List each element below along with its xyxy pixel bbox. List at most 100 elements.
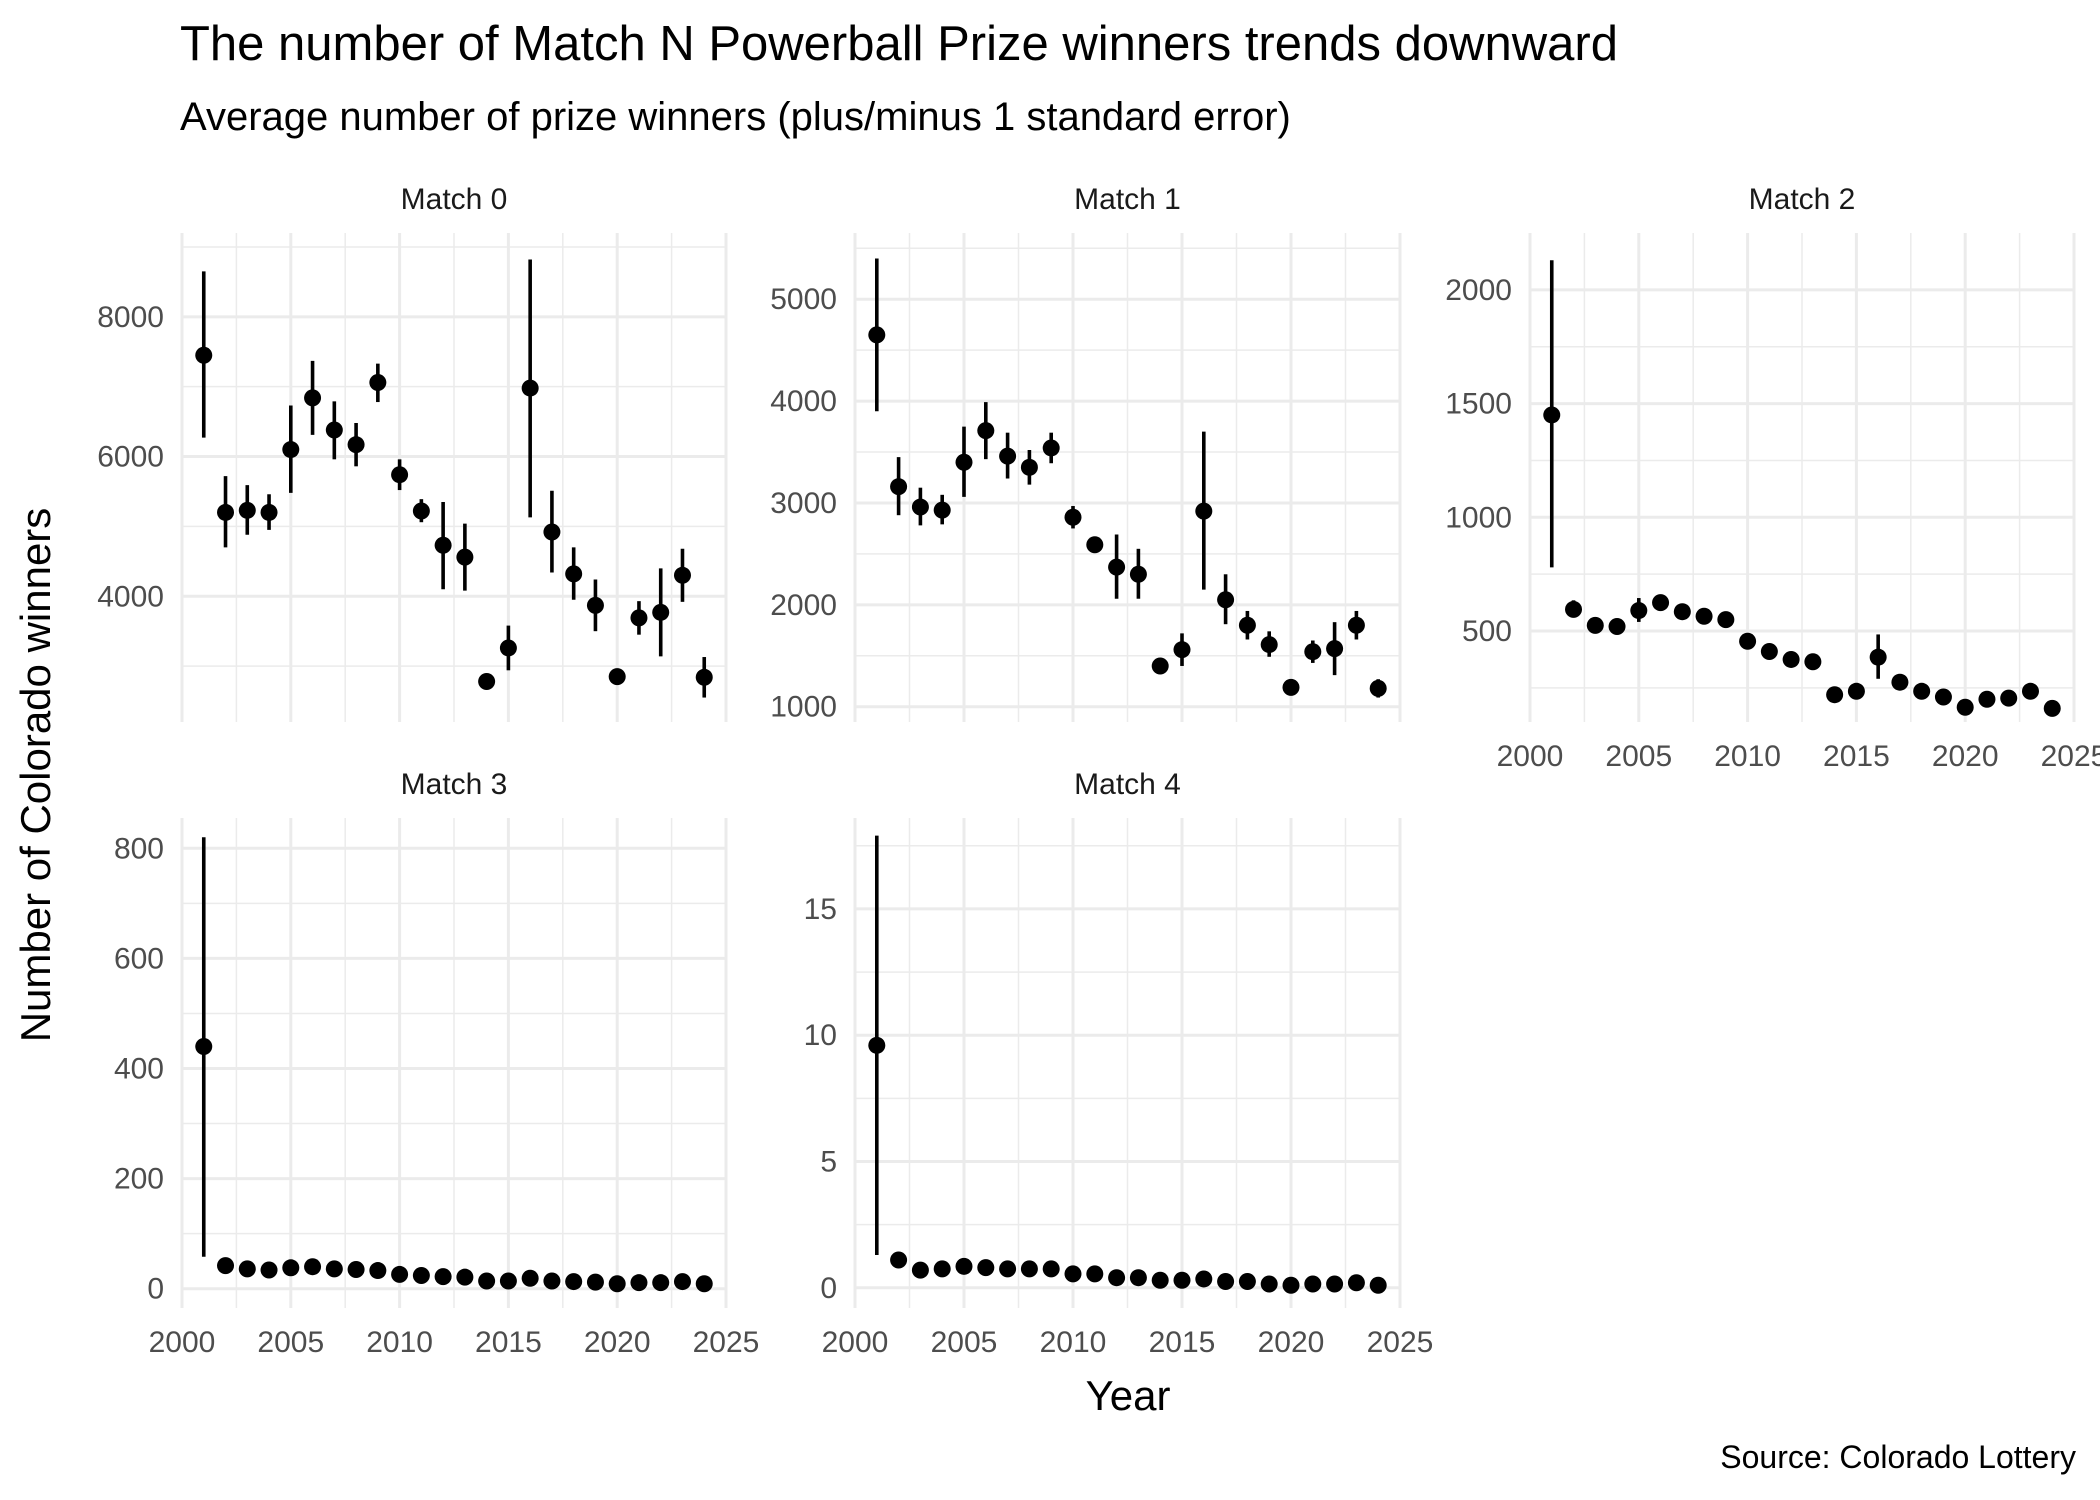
data-point — [1369, 679, 1387, 697]
data-point — [304, 1258, 322, 1276]
data-point — [391, 1265, 409, 1283]
y-tick-label: 1000 — [770, 691, 837, 724]
data-point — [543, 1272, 561, 1290]
data-point — [1195, 502, 1213, 520]
data-point — [1717, 611, 1735, 629]
data-point — [1891, 673, 1909, 691]
facet-label-match-3: Match 3 — [401, 768, 508, 801]
data-point — [1956, 698, 1974, 716]
data-point — [1978, 690, 1996, 708]
data-point — [652, 1274, 670, 1292]
data-point — [1260, 636, 1278, 654]
data-point — [325, 1260, 343, 1278]
data-point — [1608, 617, 1626, 635]
data-point — [652, 603, 670, 621]
data-point — [999, 1260, 1017, 1278]
data-point — [586, 596, 604, 614]
data-point — [1086, 536, 1104, 554]
x-tick-label: 2010 — [366, 1326, 433, 1359]
facet-label-match-4: Match 4 — [1074, 768, 1181, 801]
x-tick-label: 2000 — [149, 1326, 216, 1359]
y-tick-label: 1500 — [1445, 388, 1512, 421]
y-tick-label: 6000 — [97, 441, 164, 474]
data-point — [434, 1268, 452, 1286]
data-point — [2043, 699, 2061, 717]
data-point — [1129, 565, 1147, 583]
y-tick-label: 10 — [804, 1019, 837, 1052]
data-point — [890, 1251, 908, 1269]
data-point — [1847, 682, 1865, 700]
x-tick-label: 2020 — [584, 1326, 651, 1359]
panel-match-0: Match 0 4000 6000 8000 — [97, 183, 728, 722]
x-tick-label: 2010 — [1040, 1326, 1107, 1359]
x-tick-label: 2025 — [2041, 740, 2100, 773]
y-tick-label: 4000 — [97, 580, 164, 613]
chart-subtitle: Average number of prize winners (plus/mi… — [180, 95, 1291, 139]
panel-match-4: Match 4 2000 2005 2010 2015 2020 2025 0 5 10 15 — [804, 768, 1434, 1359]
data-point — [369, 1262, 387, 1280]
data-point — [2021, 682, 2039, 700]
data-point — [304, 389, 322, 407]
y-tick-label: 5 — [820, 1146, 837, 1179]
data-point — [695, 668, 713, 686]
x-tick-label: 2005 — [931, 1326, 998, 1359]
data-point — [1304, 1275, 1322, 1293]
data-point — [1913, 682, 1931, 700]
y-tick-label: 800 — [114, 832, 164, 865]
data-point — [456, 1268, 474, 1286]
facet-label-match-1: Match 1 — [1074, 183, 1181, 216]
data-point — [1042, 439, 1060, 457]
data-point — [608, 668, 626, 686]
data-point — [238, 501, 256, 519]
data-point — [630, 609, 648, 627]
y-tick-label: 600 — [114, 942, 164, 975]
data-point — [1151, 1271, 1169, 1289]
data-point — [1586, 616, 1604, 634]
x-tick-label: 2010 — [1714, 740, 1781, 773]
data-point — [1173, 1271, 1191, 1289]
data-point — [369, 373, 387, 391]
x-tick-label: 2000 — [822, 1326, 889, 1359]
data-point — [1760, 642, 1778, 660]
data-point — [1108, 1269, 1126, 1287]
y-tick-label: 1000 — [1445, 501, 1512, 534]
data-point — [217, 1257, 235, 1275]
x-axis-title: Year — [1086, 1372, 1171, 1419]
data-point — [2000, 689, 2018, 707]
data-point — [1238, 1272, 1256, 1290]
data-point — [325, 421, 343, 439]
x-tick-label: 2020 — [1258, 1326, 1325, 1359]
data-point — [1869, 648, 1887, 666]
data-point — [217, 503, 235, 521]
panel-match-2: Match 2 2000 2005 2010 2015 2020 2025 500 1000 15… — [1445, 183, 2100, 773]
x-tick-label: 2025 — [693, 1326, 760, 1359]
chart-title: The number of Match N Powerball Prize wi… — [180, 17, 1618, 71]
data-point — [1151, 657, 1169, 675]
data-point — [1064, 1265, 1082, 1283]
data-point — [282, 441, 300, 459]
data-point — [195, 1037, 213, 1055]
data-point — [412, 502, 430, 520]
data-point — [1543, 406, 1561, 424]
data-point — [977, 1259, 995, 1277]
chart-caption: Source: Colorado Lottery — [1720, 1439, 2076, 1475]
data-point — [1347, 616, 1365, 634]
data-point — [347, 1260, 365, 1278]
data-point — [543, 523, 561, 541]
data-point — [347, 436, 365, 454]
data-point — [1673, 603, 1691, 621]
data-point — [1260, 1275, 1278, 1293]
x-tick-label: 2020 — [1932, 740, 1999, 773]
data-point — [565, 565, 583, 583]
y-axis-title: Number of Colorado winners — [12, 508, 59, 1043]
data-point — [434, 536, 452, 554]
data-point — [1739, 632, 1757, 650]
data-point — [1195, 1270, 1213, 1288]
data-point — [195, 346, 213, 364]
data-point — [673, 566, 691, 584]
data-point — [478, 672, 496, 690]
data-point — [1282, 1276, 1300, 1294]
data-point — [521, 1269, 539, 1287]
data-point — [608, 1275, 626, 1293]
